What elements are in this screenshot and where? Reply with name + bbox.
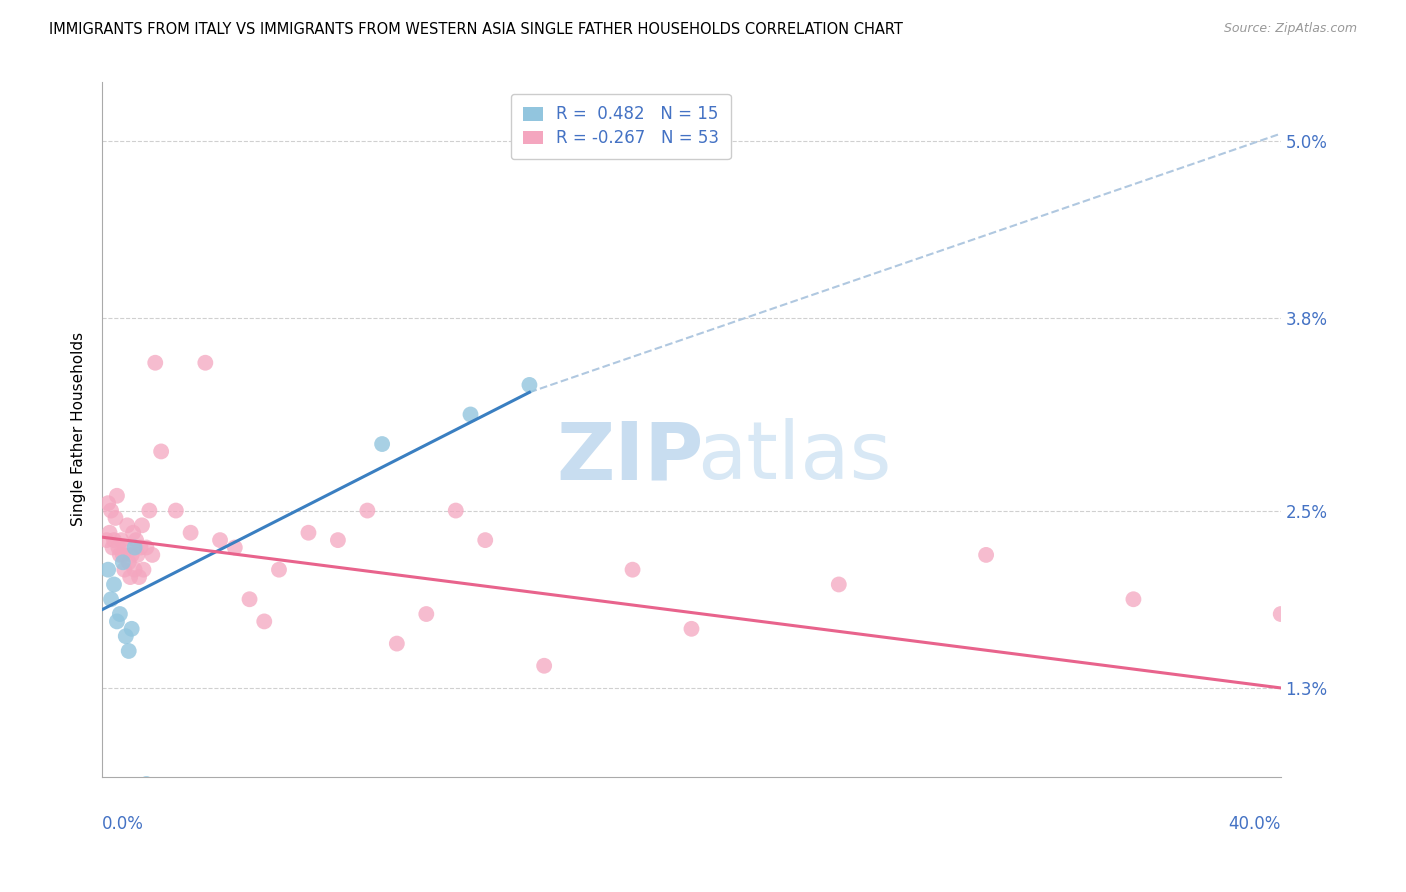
- Point: [326, 533, 349, 548]
- Text: IMMIGRANTS FROM ITALY VS IMMIGRANTS FROM WESTERN ASIA SINGLE FATHER HOUSEHOLDS C: IMMIGRANTS FROM ITALY VS IMMIGRANTS FROM…: [49, 22, 903, 37]
- Point: [105, 489, 128, 503]
- Point: [135, 777, 157, 791]
- Point: [415, 607, 437, 621]
- Point: [127, 548, 149, 562]
- Point: [111, 548, 134, 562]
- Point: [124, 541, 146, 555]
- Point: [110, 533, 132, 548]
- Point: [519, 378, 541, 392]
- Point: [114, 629, 136, 643]
- Point: [114, 541, 136, 555]
- Point: [681, 622, 703, 636]
- Text: Source: ZipAtlas.com: Source: ZipAtlas.com: [1223, 22, 1357, 36]
- Point: [138, 799, 160, 814]
- Point: [97, 496, 120, 510]
- Point: [297, 525, 319, 540]
- Point: [132, 563, 155, 577]
- Point: [104, 511, 127, 525]
- Point: [98, 525, 121, 540]
- Point: [122, 525, 145, 540]
- Point: [356, 503, 378, 517]
- Point: [125, 533, 148, 548]
- Text: 40.0%: 40.0%: [1229, 814, 1281, 833]
- Point: [180, 525, 202, 540]
- Point: [108, 548, 131, 562]
- Point: [238, 592, 260, 607]
- Point: [131, 518, 153, 533]
- Legend: R =  0.482   N = 15, R = -0.267   N = 53: R = 0.482 N = 15, R = -0.267 N = 53: [510, 94, 731, 159]
- Text: 0.0%: 0.0%: [103, 814, 143, 833]
- Y-axis label: Single Father Households: Single Father Households: [72, 332, 86, 526]
- Point: [129, 541, 152, 555]
- Point: [112, 563, 135, 577]
- Point: [621, 563, 644, 577]
- Point: [1270, 607, 1292, 621]
- Point: [103, 533, 125, 548]
- Point: [444, 503, 467, 517]
- Point: [124, 563, 146, 577]
- Point: [828, 577, 851, 591]
- Point: [120, 570, 142, 584]
- Point: [97, 563, 120, 577]
- Point: [974, 548, 997, 562]
- Point: [138, 503, 160, 517]
- Point: [118, 555, 141, 569]
- Point: [108, 607, 131, 621]
- Point: [121, 548, 143, 562]
- Point: [267, 563, 290, 577]
- Point: [165, 503, 187, 517]
- Point: [118, 644, 141, 658]
- Point: [150, 444, 173, 458]
- Point: [143, 356, 166, 370]
- Point: [194, 356, 217, 370]
- Point: [128, 570, 150, 584]
- Point: [101, 541, 124, 555]
- Point: [117, 518, 139, 533]
- Point: [474, 533, 496, 548]
- Point: [135, 541, 157, 555]
- Point: [533, 658, 555, 673]
- Point: [141, 548, 163, 562]
- Point: [96, 533, 118, 548]
- Point: [105, 615, 128, 629]
- Point: [209, 533, 232, 548]
- Point: [107, 541, 129, 555]
- Point: [121, 622, 143, 636]
- Point: [460, 408, 482, 422]
- Point: [103, 577, 125, 591]
- Point: [100, 592, 122, 607]
- Point: [371, 437, 394, 451]
- Point: [100, 503, 122, 517]
- Text: ZIP: ZIP: [555, 418, 703, 496]
- Point: [385, 637, 408, 651]
- Point: [253, 615, 276, 629]
- Point: [1122, 592, 1144, 607]
- Text: atlas: atlas: [697, 418, 891, 496]
- Point: [224, 541, 246, 555]
- Point: [111, 555, 134, 569]
